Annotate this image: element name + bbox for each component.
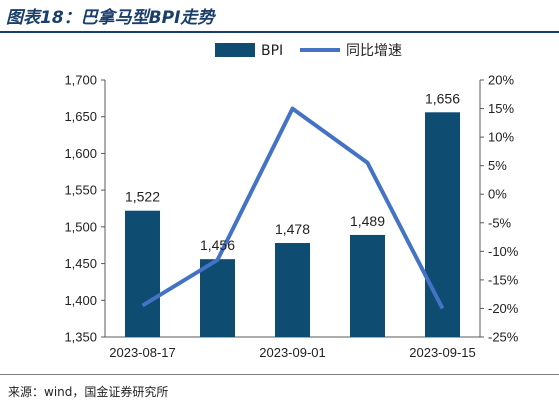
y-right-tick-label: -20%: [488, 301, 519, 316]
x-tick-label: 2023-08-17: [109, 345, 176, 360]
y-left-tick-label: 1,400: [64, 293, 97, 308]
legend: BPI 同比增速: [215, 43, 402, 59]
y-right-tick-label: -15%: [488, 272, 519, 287]
y-right-tick-label: 20%: [488, 73, 514, 88]
y-left-tick-label: 1,450: [64, 256, 97, 271]
y-right-tick-label: 15%: [488, 101, 514, 116]
y-right-tick-label: 10%: [488, 130, 514, 145]
x-tick-label: 2023-09-15: [409, 345, 476, 360]
axes: 1,700 1,650 1,600 1,550 1,500 1,450 1,400 1,350…: [64, 73, 518, 361]
y-left-tick-label: 1,700: [64, 73, 97, 88]
bpi-bar: [275, 243, 310, 337]
bpi-bar: [350, 234, 385, 337]
source-divider: [0, 374, 559, 375]
legend-label-yoy: 同比增速: [346, 43, 402, 59]
y-left-tick-label: 1,550: [64, 183, 97, 198]
bars: [125, 112, 460, 338]
y-left-tick-label: 1,500: [64, 219, 97, 234]
legend-swatch-bpi: [215, 43, 255, 57]
bpi-data-label: 1,522: [125, 189, 160, 205]
y-left-tick-label: 1,600: [64, 146, 97, 161]
chart-title: 图表18：巴拿马型BPI走势: [6, 8, 215, 28]
x-tick-label: 2023-09-01: [259, 345, 326, 360]
bpi-data-label: 1,478: [275, 221, 310, 237]
title-divider: [0, 31, 559, 33]
bpi-bar: [200, 259, 235, 337]
bpi-data-label: 1,456: [200, 237, 235, 253]
bpi-data-label: 1,656: [425, 90, 460, 106]
y-right-tick-label: -5%: [488, 215, 512, 230]
legend-label-bpi: BPI: [261, 43, 283, 59]
line-series: [141, 106, 445, 310]
data-labels: 1,522 1,456 1,478 1,489 1,656: [125, 90, 460, 253]
bpi-bar: [125, 210, 160, 337]
y-left-tick-label: 1,350: [64, 330, 97, 345]
y-right-tick-label: 0%: [488, 187, 507, 202]
source-note: 来源：wind，国金证券研究所: [8, 385, 169, 399]
y-right-tick-label: -25%: [488, 330, 519, 345]
y-left-tick-label: 1,650: [64, 109, 97, 124]
bpi-data-label: 1,489: [350, 213, 385, 229]
y-right-tick-label: -10%: [488, 244, 519, 259]
bpi-bar: [425, 112, 460, 338]
y-right-tick-label: 5%: [488, 158, 507, 173]
chart: 1,700 1,650 1,600 1,550 1,500 1,450 1,400 1,350…: [64, 43, 519, 361]
